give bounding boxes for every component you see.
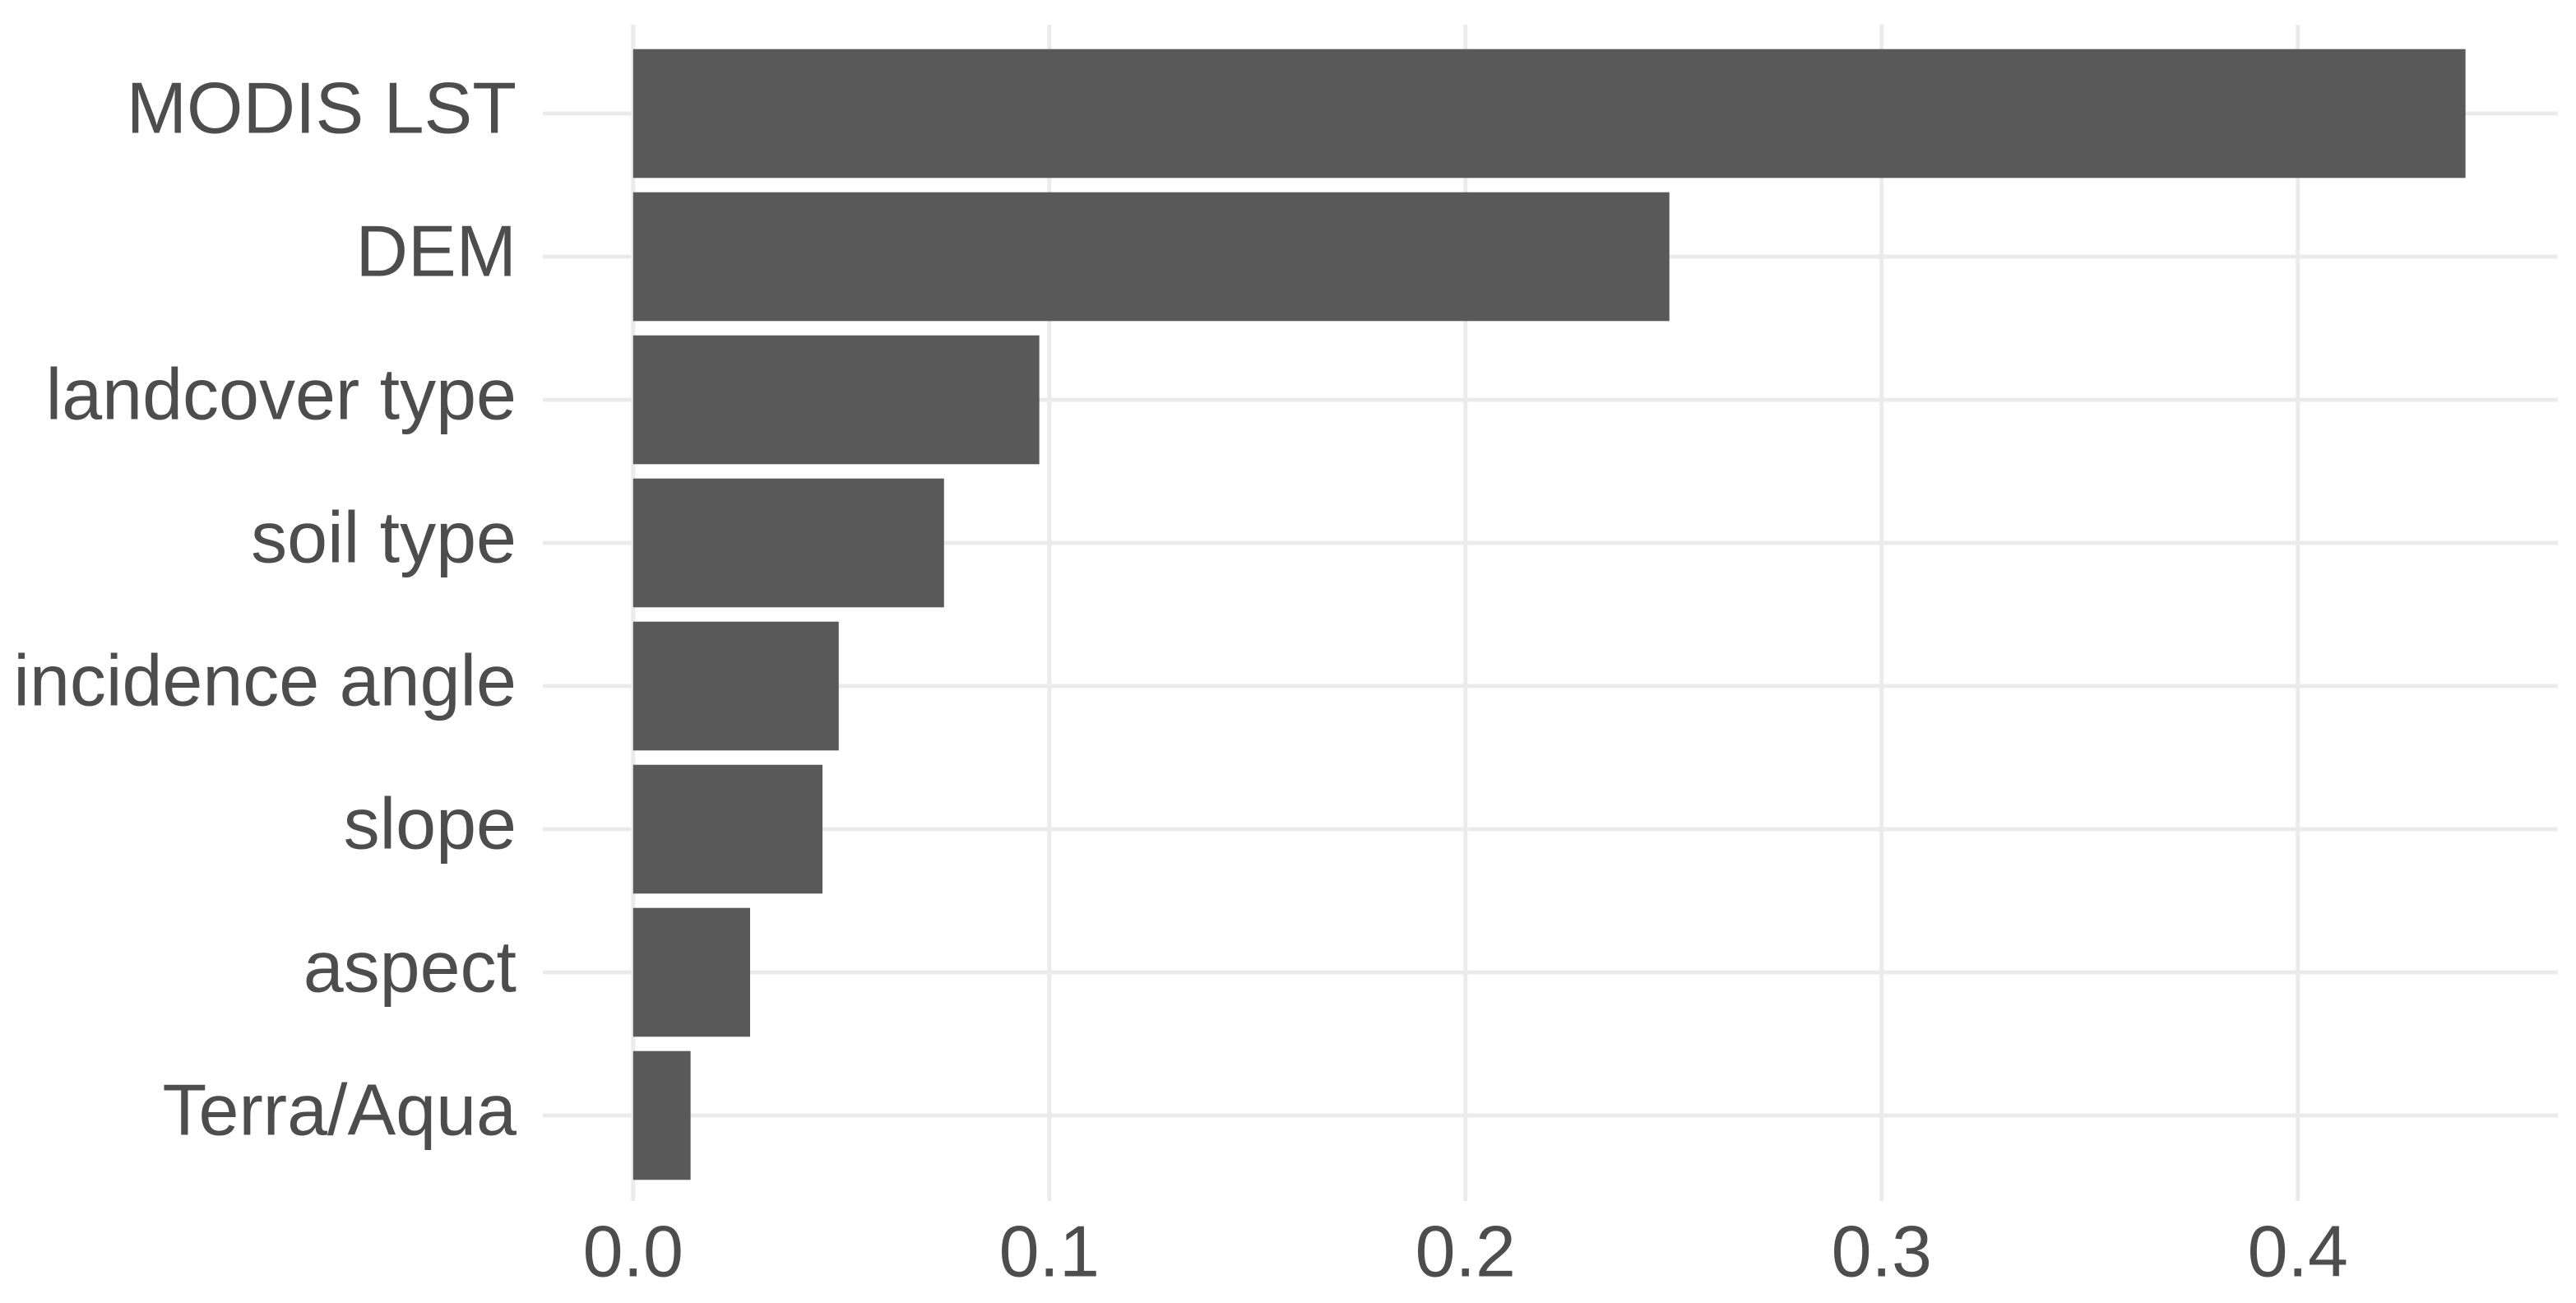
bar — [632, 335, 1040, 465]
y-tick-label: Terra/Aqua — [163, 1069, 517, 1150]
bar — [632, 192, 1670, 322]
bar — [632, 478, 944, 608]
y-tick-label: DEM — [355, 210, 517, 291]
bar — [632, 764, 823, 894]
y-tick-label: landcover type — [46, 353, 517, 434]
y-tick-label: slope — [344, 782, 517, 864]
bar — [632, 907, 750, 1037]
x-tick-label: 0.3 — [1832, 1210, 1932, 1291]
x-tick-label: 0.4 — [2248, 1210, 2348, 1291]
x-tick-label: 0.2 — [1415, 1210, 1516, 1291]
bar — [632, 49, 2466, 179]
bar — [632, 621, 839, 751]
y-tick-label: incidence angle — [13, 639, 517, 721]
y-tick-label: soil type — [251, 496, 517, 577]
x-tick-label: 0.0 — [583, 1210, 683, 1291]
y-tick-label: aspect — [303, 925, 517, 1007]
x-tick-label: 0.1 — [999, 1210, 1100, 1291]
y-tick-label: MODIS LST — [127, 67, 517, 148]
bar — [632, 1050, 691, 1180]
